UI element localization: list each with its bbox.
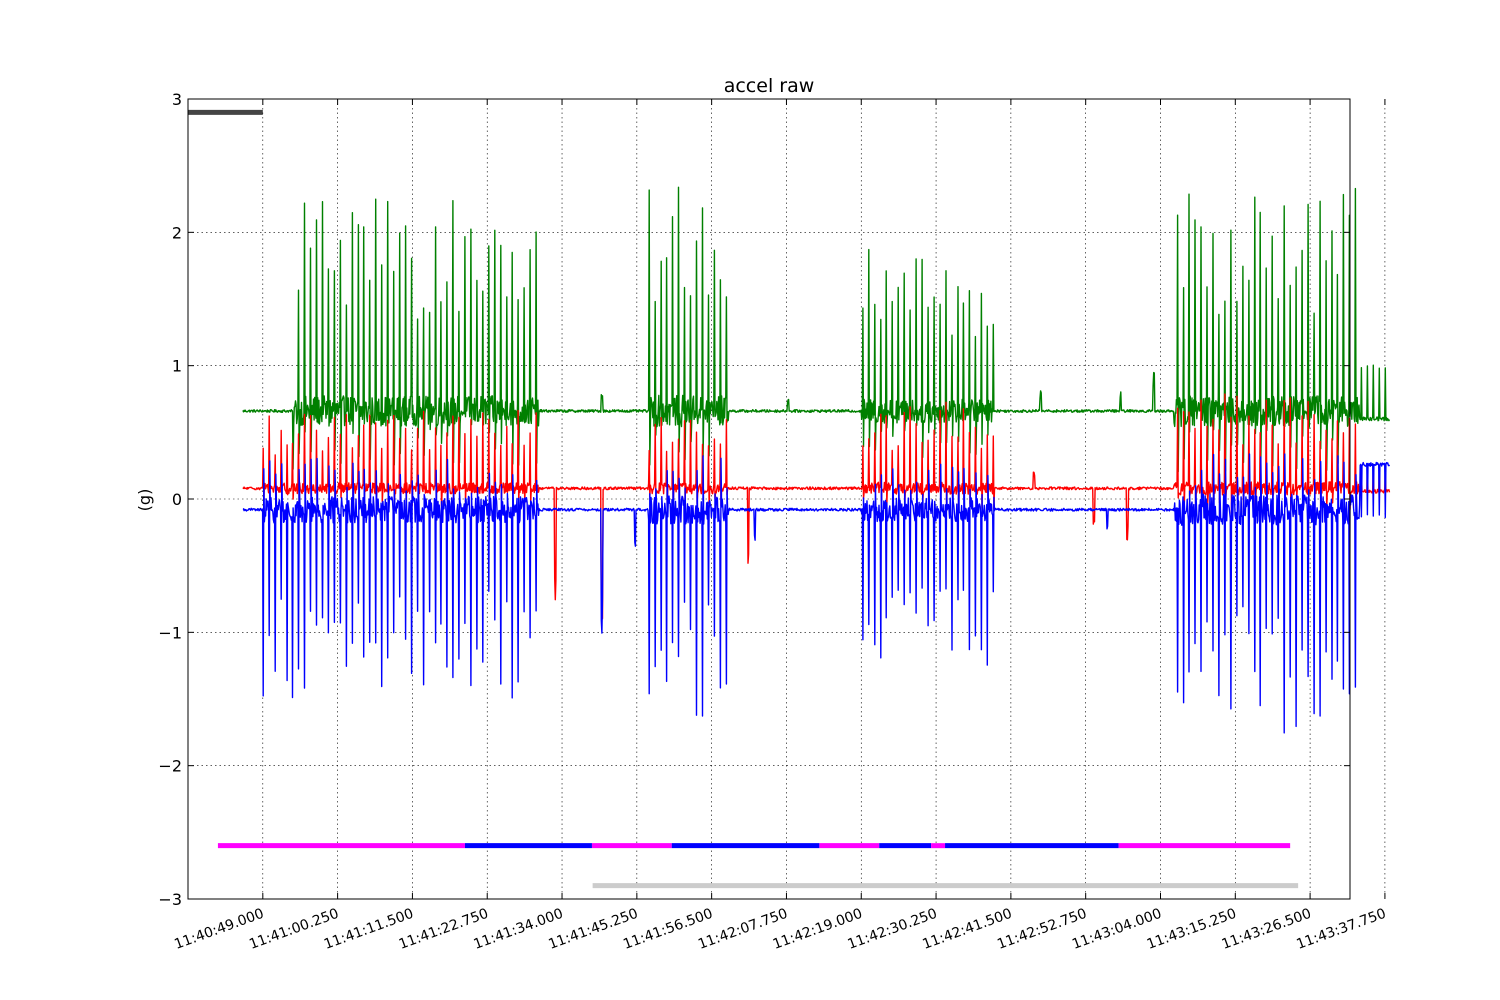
tick-layer: 3210−1−2−311:40:49.00011:41:00.25011:41:… bbox=[158, 90, 1388, 953]
segment-layer bbox=[188, 109, 1299, 889]
y-tick-label: −3 bbox=[158, 890, 182, 909]
series-line-3 bbox=[242, 453, 1391, 734]
series-layer bbox=[242, 186, 1391, 734]
y-tick-label: 2 bbox=[172, 223, 182, 242]
series-line-1 bbox=[242, 186, 1391, 473]
y-tick-label: 1 bbox=[172, 357, 182, 376]
y-tick-label: −2 bbox=[158, 757, 182, 776]
y-tick-label: 0 bbox=[172, 490, 182, 509]
y-tick-label: −1 bbox=[158, 623, 182, 642]
chart-title: accel raw bbox=[724, 75, 815, 97]
series-line-2 bbox=[242, 393, 1391, 620]
y-axis-label: (g) bbox=[135, 489, 154, 512]
y-tick-label: 3 bbox=[172, 90, 182, 109]
